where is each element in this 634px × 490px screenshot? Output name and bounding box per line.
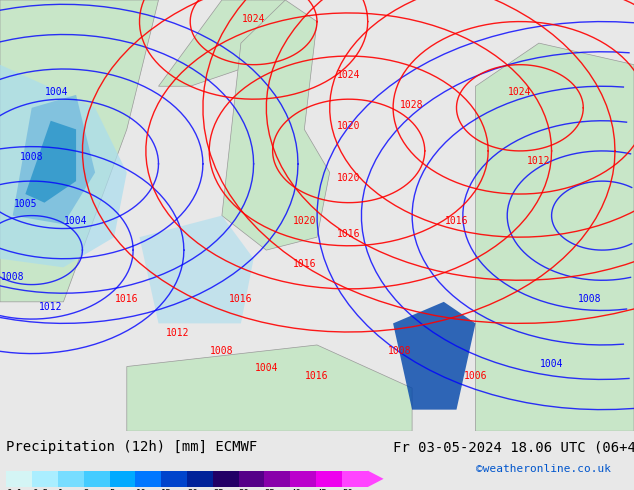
- Bar: [238, 470, 264, 487]
- Text: 50: 50: [342, 489, 353, 490]
- Text: 1008: 1008: [387, 345, 411, 356]
- Polygon shape: [139, 216, 254, 323]
- Text: 2: 2: [84, 489, 89, 490]
- Text: 1008: 1008: [20, 151, 44, 162]
- Polygon shape: [222, 0, 330, 250]
- Text: 1004: 1004: [64, 216, 88, 226]
- Bar: [213, 470, 238, 487]
- Text: 1024: 1024: [508, 87, 532, 97]
- Text: 20: 20: [187, 489, 198, 490]
- Bar: [32, 470, 58, 487]
- Bar: [58, 470, 84, 487]
- Text: 1008: 1008: [578, 294, 602, 304]
- Text: 1028: 1028: [400, 100, 424, 110]
- Text: 1006: 1006: [463, 371, 488, 381]
- Polygon shape: [368, 470, 384, 487]
- Polygon shape: [476, 43, 634, 431]
- Polygon shape: [13, 95, 95, 224]
- Text: 0.5: 0.5: [32, 489, 48, 490]
- Text: 45: 45: [316, 489, 327, 490]
- Text: 1012: 1012: [165, 328, 190, 338]
- Text: 1020: 1020: [337, 122, 361, 131]
- Text: 1008: 1008: [1, 272, 25, 282]
- Text: Fr 03-05-2024 18.06 UTC (06+48): Fr 03-05-2024 18.06 UTC (06+48): [393, 440, 634, 454]
- Polygon shape: [158, 0, 285, 86]
- Text: 1016: 1016: [444, 216, 469, 226]
- Bar: [290, 470, 316, 487]
- Text: 15: 15: [161, 489, 172, 490]
- Text: Precipitation (12h) [mm] ECMWF: Precipitation (12h) [mm] ECMWF: [6, 440, 257, 454]
- Text: 30: 30: [238, 489, 249, 490]
- Text: 1016: 1016: [305, 371, 329, 381]
- Text: 1008: 1008: [210, 345, 234, 356]
- Text: 1004: 1004: [254, 363, 278, 373]
- Text: 1012: 1012: [39, 302, 63, 313]
- Text: 1005: 1005: [13, 199, 37, 209]
- Text: 1: 1: [58, 489, 63, 490]
- Polygon shape: [25, 121, 76, 203]
- Text: 5: 5: [110, 489, 115, 490]
- Text: 1020: 1020: [337, 173, 361, 183]
- Polygon shape: [0, 0, 158, 302]
- Text: ©weatheronline.co.uk: ©weatheronline.co.uk: [476, 465, 611, 474]
- Bar: [161, 470, 187, 487]
- Text: 40: 40: [290, 489, 301, 490]
- Text: 25: 25: [213, 489, 224, 490]
- Bar: [187, 470, 213, 487]
- Text: 1020: 1020: [292, 216, 316, 226]
- Bar: [342, 470, 368, 487]
- Text: 1016: 1016: [115, 294, 139, 304]
- Bar: [6, 470, 32, 487]
- Polygon shape: [393, 302, 476, 410]
- Text: 1016: 1016: [292, 259, 316, 270]
- Text: 1024: 1024: [337, 70, 361, 79]
- Text: 35: 35: [264, 489, 275, 490]
- Polygon shape: [127, 345, 412, 431]
- Text: 1004: 1004: [45, 87, 69, 97]
- Text: 1016: 1016: [337, 229, 361, 239]
- Bar: [264, 470, 290, 487]
- Polygon shape: [0, 65, 127, 268]
- Bar: [84, 470, 110, 487]
- Text: 1016: 1016: [229, 294, 253, 304]
- Text: 10: 10: [136, 489, 146, 490]
- Text: 0.1: 0.1: [6, 489, 22, 490]
- Bar: [110, 470, 136, 487]
- Text: 1024: 1024: [242, 14, 266, 24]
- Bar: [316, 470, 342, 487]
- Text: 1012: 1012: [527, 156, 551, 166]
- Text: 1004: 1004: [540, 359, 564, 368]
- Bar: [136, 470, 161, 487]
